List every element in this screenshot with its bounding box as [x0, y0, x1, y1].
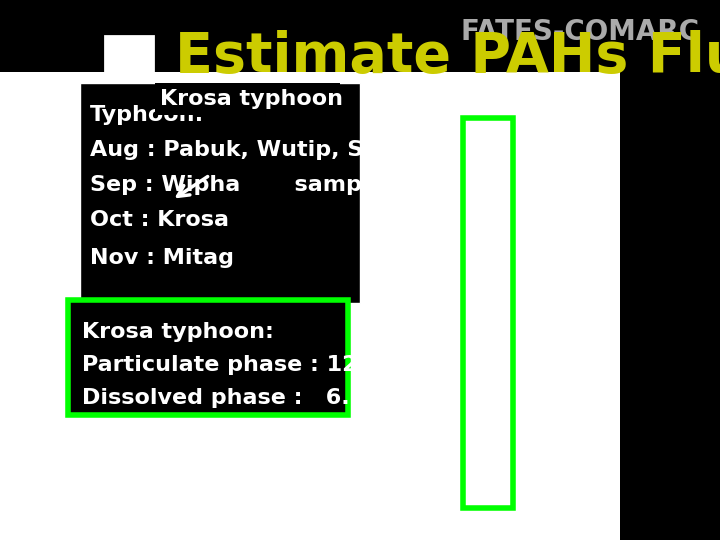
Text: Oct : Krosa: Oct : Krosa	[90, 210, 229, 230]
Bar	[463, 118, 513, 508]
Text: Krosa typhoon:: Krosa typhoon:	[82, 322, 274, 342]
Text: Sep : Wipha       sampling: Sep : Wipha sampling	[90, 175, 409, 195]
Bar	[620, 0, 720, 540]
Text: Dissolved phase :   6.7%: Dissolved phase : 6.7%	[82, 388, 387, 408]
Text: FATES-COMARC: FATES-COMARC	[461, 18, 700, 46]
Bar	[105, 36, 153, 72]
Text: Particulate phase : 12.8%: Particulate phase : 12.8%	[82, 355, 404, 375]
Text: Aug : Pabuk, Wutip, Sepat: Aug : Pabuk, Wutip, Sepat	[90, 140, 420, 160]
Text: Krosa typhoon: Krosa typhoon	[160, 89, 343, 109]
Bar	[68, 300, 348, 415]
Text: Nov : Mitag: Nov : Mitag	[90, 248, 234, 268]
Bar	[155, 83, 340, 115]
Text: Typhoon:: Typhoon:	[90, 105, 204, 125]
Bar	[80, 83, 360, 303]
Bar	[0, 0, 720, 72]
Text: Estimate PAHs Flux: Estimate PAHs Flux	[175, 30, 720, 84]
